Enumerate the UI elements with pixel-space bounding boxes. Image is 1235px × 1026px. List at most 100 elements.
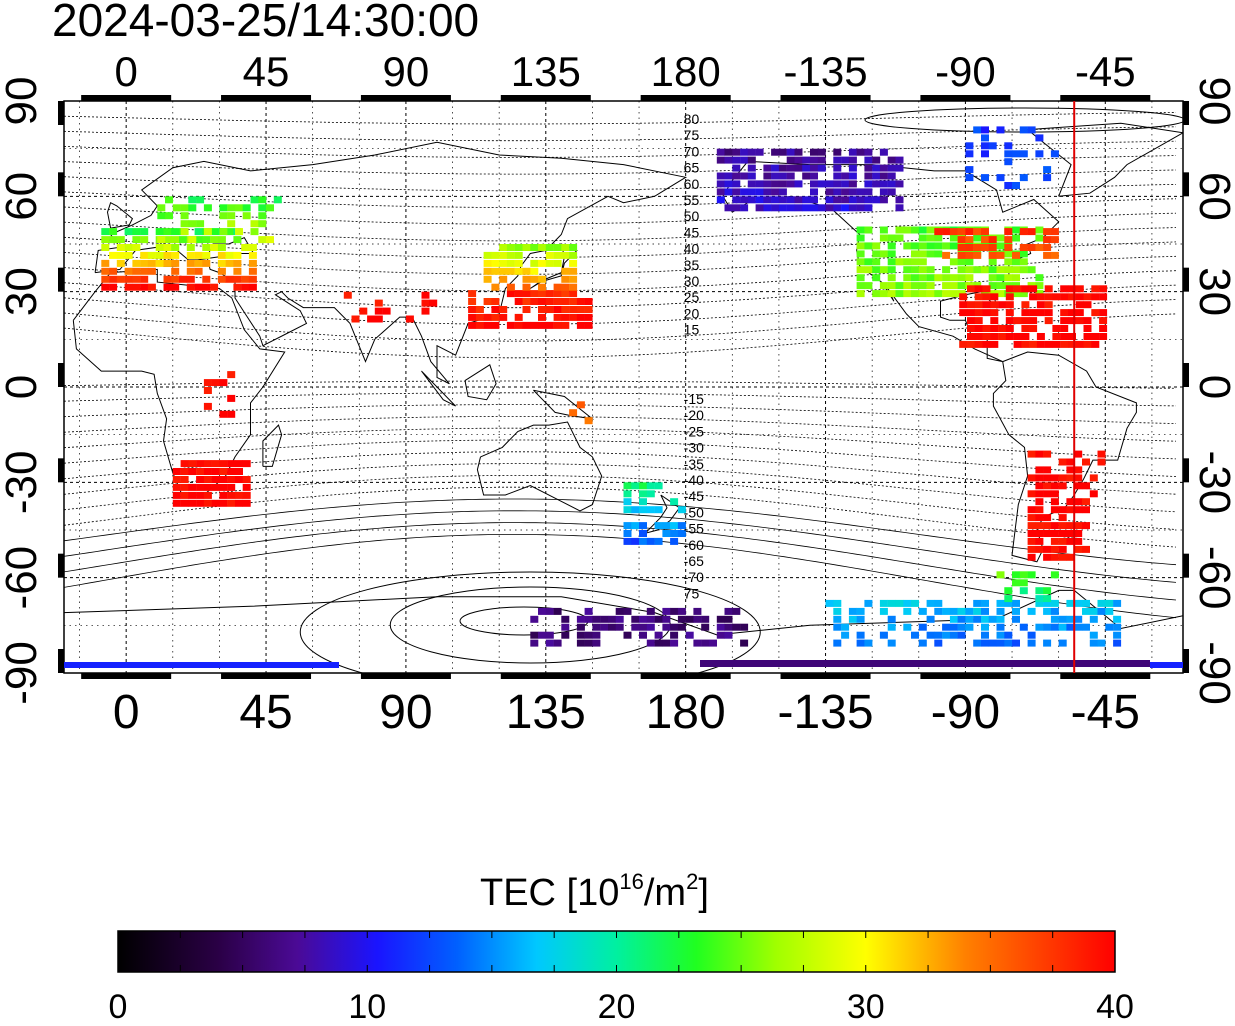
tec-cell xyxy=(872,156,881,164)
tec-cell xyxy=(817,180,826,188)
tec-cell xyxy=(561,306,570,313)
tec-cell xyxy=(165,212,173,220)
tec-cell xyxy=(623,522,632,530)
tec-cell xyxy=(569,306,578,313)
tec-cell xyxy=(210,244,219,251)
tec-cell xyxy=(1035,244,1044,251)
tec-cell xyxy=(856,615,865,623)
tec-cell xyxy=(1013,333,1022,340)
tec-cell xyxy=(1058,522,1067,530)
tec-cell xyxy=(140,267,149,275)
contour-label: 70 xyxy=(684,143,700,159)
tec-cell xyxy=(468,313,477,321)
tec-cell xyxy=(1012,290,1020,298)
tec-cell xyxy=(825,180,834,188)
contour-label: 25 xyxy=(684,289,700,305)
tec-cell xyxy=(1004,244,1013,251)
tec-cell xyxy=(227,499,236,507)
north-contour-line xyxy=(64,184,1177,208)
tec-cell xyxy=(530,298,539,305)
tec-cell xyxy=(654,615,663,623)
tec-cell xyxy=(716,615,725,623)
tec-cell xyxy=(219,468,228,475)
tec-cell xyxy=(1027,266,1036,274)
tec-cell xyxy=(654,631,663,639)
tec-cell xyxy=(934,250,943,258)
tec-cell xyxy=(864,226,873,234)
tec-cell xyxy=(981,599,989,607)
tec-cell xyxy=(887,172,896,180)
tec-cell xyxy=(553,306,562,313)
tec-cell xyxy=(491,313,500,321)
tec-cell xyxy=(538,321,546,329)
tec-cell xyxy=(147,283,156,291)
tec-cell xyxy=(825,599,834,607)
tec-cell xyxy=(202,275,211,283)
tec-cell xyxy=(670,639,679,647)
tec-cell xyxy=(211,379,220,387)
tec-cell xyxy=(934,631,943,639)
tec-cell xyxy=(219,491,228,499)
tec-cell xyxy=(1035,599,1044,607)
left-frame-tick-bar xyxy=(58,101,64,125)
tec-cell xyxy=(732,204,741,212)
north-contour-line xyxy=(64,112,1177,125)
tec-cell xyxy=(872,172,881,180)
tec-cell xyxy=(965,274,974,282)
tec-cell xyxy=(584,313,593,321)
tec-cell xyxy=(755,180,764,188)
left-frame-tick-bar xyxy=(58,267,64,292)
tec-cell xyxy=(561,623,570,631)
colorbar-tick-label: 10 xyxy=(348,988,386,1021)
contour-label: -40 xyxy=(684,472,704,488)
tec-cell xyxy=(965,623,974,631)
tec-cell xyxy=(1043,599,1052,607)
contour-label: -25 xyxy=(684,423,704,439)
tec-cell xyxy=(561,313,570,321)
tec-cell xyxy=(1044,285,1053,293)
tec-cell xyxy=(833,172,842,180)
tec-cell xyxy=(1052,340,1061,348)
tec-cell xyxy=(124,283,133,291)
tec-cell xyxy=(848,204,857,212)
tec-cell xyxy=(202,251,211,259)
tec-cell xyxy=(132,236,141,244)
tec-cell xyxy=(530,321,539,329)
top-lon-tick-label: -45 xyxy=(1075,48,1136,95)
right-frame-tick-bar xyxy=(1183,649,1189,673)
left-frame-tick-bar xyxy=(58,553,64,578)
tec-cell xyxy=(140,275,149,283)
tec-cell xyxy=(949,607,958,615)
tec-cell xyxy=(1043,587,1052,595)
tec-cell xyxy=(211,476,220,483)
tec-cell xyxy=(942,290,951,298)
tec-cell xyxy=(248,275,257,283)
tec-cell xyxy=(171,251,180,259)
tec-cell xyxy=(483,298,492,305)
tec-cell xyxy=(763,204,772,212)
tec-cell xyxy=(1043,623,1052,631)
tec-cell xyxy=(1066,498,1075,506)
tec-cell xyxy=(1050,482,1059,490)
tec-cell xyxy=(1004,266,1013,274)
tec-cell xyxy=(965,615,974,623)
tec-cell xyxy=(217,244,226,251)
tec-cell xyxy=(732,172,741,180)
tec-cell xyxy=(654,482,663,490)
tec-cell xyxy=(747,156,756,164)
tec-cell xyxy=(530,290,539,298)
tec-cell xyxy=(561,244,570,251)
tec-cell xyxy=(965,236,974,244)
tec-cell xyxy=(545,298,554,305)
contour-label: 75 xyxy=(684,127,700,143)
tec-cell xyxy=(163,244,172,251)
tec-cell xyxy=(887,282,896,290)
tec-cell xyxy=(196,460,205,468)
tec-cell xyxy=(848,607,857,615)
tec-cell xyxy=(990,317,999,325)
tec-cell xyxy=(569,290,578,298)
tec-cell xyxy=(194,228,203,236)
tec-cell xyxy=(235,204,243,212)
tec-cell xyxy=(1082,545,1090,553)
contour-label: 15 xyxy=(684,322,700,338)
